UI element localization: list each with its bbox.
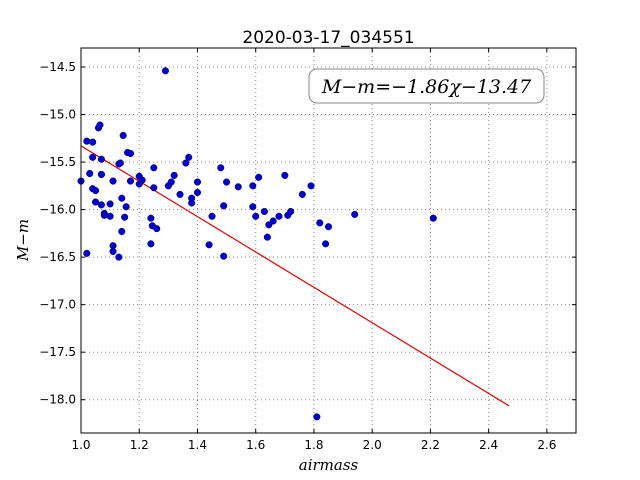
y-tick-label: −14.5 xyxy=(39,60,76,74)
x-tick-label: 1.8 xyxy=(304,438,323,452)
data-point xyxy=(119,131,127,140)
data-point xyxy=(150,164,158,172)
data-point xyxy=(109,177,117,185)
data-point xyxy=(193,178,202,186)
data-point xyxy=(208,212,216,220)
data-point xyxy=(252,212,260,220)
data-point xyxy=(153,225,161,233)
x-tick-label: 1.0 xyxy=(71,438,90,452)
chart-title: 2020-03-17_034551 xyxy=(242,28,414,48)
data-point xyxy=(170,171,178,179)
x-axis-label: airmass xyxy=(299,456,359,474)
data-point xyxy=(322,240,330,248)
data-point xyxy=(89,153,97,161)
y-tick-label: −17.0 xyxy=(39,298,76,312)
y-tick-label: −16.0 xyxy=(39,203,76,217)
x-tick-label: 2.0 xyxy=(363,438,382,452)
data-point xyxy=(97,155,105,163)
data-point xyxy=(126,149,135,158)
equation-box: M−m=−1.86χ−13.47 xyxy=(308,68,545,104)
data-point xyxy=(116,159,124,167)
data-point xyxy=(92,198,100,206)
y-tick-label: −18.0 xyxy=(39,393,76,407)
plot-area xyxy=(81,48,576,433)
x-tick-label: 1.4 xyxy=(188,438,207,452)
data-point xyxy=(324,223,333,231)
data-point xyxy=(83,137,91,145)
data-point xyxy=(313,413,321,421)
data-point xyxy=(97,170,105,178)
data-point xyxy=(307,182,315,190)
x-tick-label: 1.2 xyxy=(130,438,149,452)
data-point xyxy=(275,212,283,220)
data-point xyxy=(316,219,324,227)
data-point xyxy=(188,194,196,202)
data-point xyxy=(96,121,104,129)
y-tick-label: −17.5 xyxy=(39,345,76,359)
data-point xyxy=(83,249,91,257)
data-point xyxy=(109,247,117,255)
data-point xyxy=(281,171,289,179)
data-point xyxy=(121,213,129,221)
data-point xyxy=(126,177,135,185)
data-point xyxy=(118,194,126,202)
data-point xyxy=(167,178,175,186)
x-tick-label: 1.6 xyxy=(246,438,265,452)
data-point xyxy=(220,252,228,260)
data-point xyxy=(138,176,146,184)
data-point xyxy=(150,184,158,192)
data-point xyxy=(269,217,277,225)
y-tick-label: −16.5 xyxy=(39,250,76,264)
data-point xyxy=(176,190,184,198)
grid-lines xyxy=(80,48,576,433)
data-point xyxy=(263,233,271,241)
fit-equation-text: M−m=−1.86χ−13.47 xyxy=(321,76,532,98)
data-point xyxy=(205,241,213,249)
data-point xyxy=(147,214,155,222)
data-point xyxy=(86,169,94,178)
y-tick-label: −15.0 xyxy=(39,108,76,122)
data-point xyxy=(193,188,202,197)
x-tick-label: 2.4 xyxy=(479,438,498,452)
x-tick-label: 2.6 xyxy=(537,438,556,452)
data-point xyxy=(118,227,126,236)
x-axis-ticks: 1.0 1.2 1.4 1.6 1.8 2.0 2.2 2.4 2.6 xyxy=(71,48,556,452)
data-point xyxy=(255,173,263,181)
data-point xyxy=(106,200,114,208)
data-point xyxy=(298,190,306,198)
data-point xyxy=(351,210,359,218)
data-point xyxy=(106,212,114,220)
data-point xyxy=(217,164,225,172)
data-point xyxy=(220,202,228,210)
data-points xyxy=(77,67,437,421)
y-axis-ticks: −14.5 −15.0 −15.5 −16.0 −16.5 −17.0 −17.5 −18.0 xyxy=(39,60,576,407)
data-point xyxy=(249,182,257,190)
data-point xyxy=(122,203,130,211)
equation-box-frame xyxy=(308,68,545,104)
y-axis-label: M−m xyxy=(14,219,32,262)
data-point xyxy=(161,67,169,75)
data-point xyxy=(429,214,437,222)
x-tick-label: 2.2 xyxy=(421,438,440,452)
data-point xyxy=(182,159,190,167)
data-point xyxy=(115,253,123,261)
data-point xyxy=(234,183,242,191)
data-point xyxy=(89,138,97,146)
data-point xyxy=(100,211,108,219)
data-point xyxy=(185,153,193,161)
y-tick-label: −15.5 xyxy=(39,155,76,169)
data-point xyxy=(97,201,105,209)
data-point xyxy=(223,178,231,186)
data-point xyxy=(287,207,295,216)
data-point xyxy=(92,187,100,195)
data-point xyxy=(249,203,257,211)
data-point xyxy=(260,207,268,216)
data-point xyxy=(147,240,155,248)
plot-frame xyxy=(80,47,577,434)
